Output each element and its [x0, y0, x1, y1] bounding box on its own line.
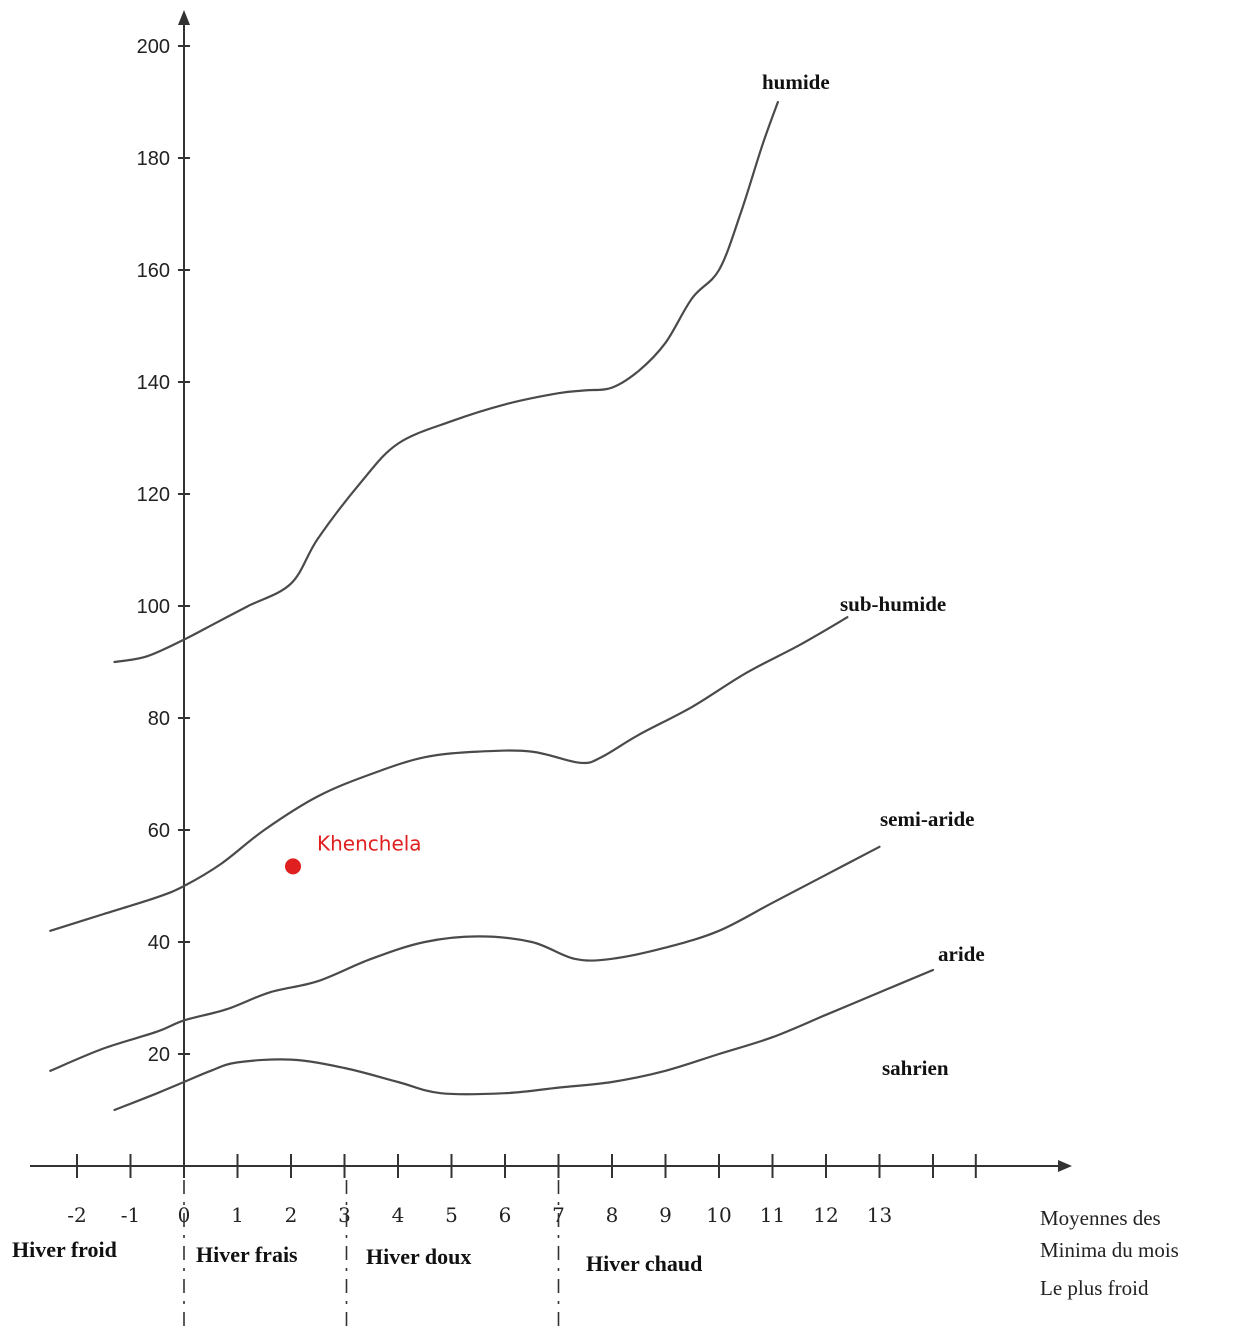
- curve-sub-humide: [49, 616, 849, 932]
- x-axis-title-line: Minima du mois: [1040, 1238, 1179, 1262]
- x-tick-label: -1: [121, 1203, 140, 1227]
- x-tick-label: 10: [706, 1203, 731, 1227]
- y-tick-label: 160: [137, 260, 170, 282]
- y-tick-label: 140: [137, 372, 170, 394]
- curve-labels: humide sub-humide semi-aride aride sahrien: [762, 70, 985, 1080]
- winter-zones: Hiver froid Hiver frais Hiver doux Hiver ch…: [12, 1180, 702, 1326]
- curve-label: sub-humide: [840, 592, 946, 616]
- x-tick-label: 3: [338, 1203, 351, 1227]
- curve-label: aride: [938, 942, 985, 966]
- curve-label: sahrien: [882, 1056, 949, 1080]
- x-tick-label: 6: [499, 1203, 512, 1227]
- curve-aride: [113, 968, 935, 1112]
- curve-label: semi-aride: [880, 807, 974, 831]
- x-axis-arrow: [1058, 1160, 1072, 1172]
- x-tick-label: 12: [813, 1203, 838, 1227]
- x-tick-label: 4: [392, 1203, 405, 1227]
- x-tick-label: 5: [445, 1203, 458, 1227]
- climate-curves: [49, 100, 935, 1112]
- axes: [30, 10, 1072, 1172]
- y-tick-label: 20: [148, 1044, 170, 1066]
- x-axis-title-line: Le plus froid: [1040, 1276, 1149, 1300]
- y-tick-label: 180: [137, 148, 170, 170]
- x-tick-label: 8: [606, 1203, 619, 1227]
- y-tick-label: 200: [137, 36, 170, 58]
- x-axis-title: Moyennes des Minima du mois Le plus froid: [1040, 1206, 1179, 1300]
- y-tick-label: 60: [148, 820, 170, 842]
- station-label: Khenchela: [317, 831, 422, 855]
- curve-label: humide: [762, 70, 830, 94]
- x-tick-label: -2: [67, 1203, 86, 1227]
- x-tick-label: 1: [231, 1203, 244, 1227]
- curve-semi-aride: [49, 845, 881, 1072]
- x-tick-label: 13: [867, 1203, 892, 1227]
- x-tick-label: 11: [760, 1203, 785, 1227]
- zone-label: Hiver froid: [12, 1237, 117, 1262]
- zone-label: Hiver frais: [196, 1242, 298, 1267]
- station-point: [285, 858, 301, 875]
- station-points: Khenchela: [285, 831, 422, 875]
- y-tick-label: 120: [137, 484, 170, 506]
- zone-label: Hiver doux: [366, 1244, 471, 1269]
- y-tick-label: 40: [148, 932, 170, 954]
- y-axis-arrow: [178, 10, 190, 25]
- y-tick-label: 80: [148, 708, 170, 730]
- x-tick-label: 2: [285, 1203, 298, 1227]
- x-axis-title-line: Moyennes des: [1040, 1206, 1161, 1230]
- zone-label: Hiver chaud: [586, 1251, 702, 1276]
- curve-humide: [113, 100, 779, 664]
- x-tick-label: 9: [659, 1203, 672, 1227]
- tick-marks: 20406080100120140160180200-2-10123456789…: [67, 36, 977, 1227]
- y-tick-label: 100: [137, 596, 170, 618]
